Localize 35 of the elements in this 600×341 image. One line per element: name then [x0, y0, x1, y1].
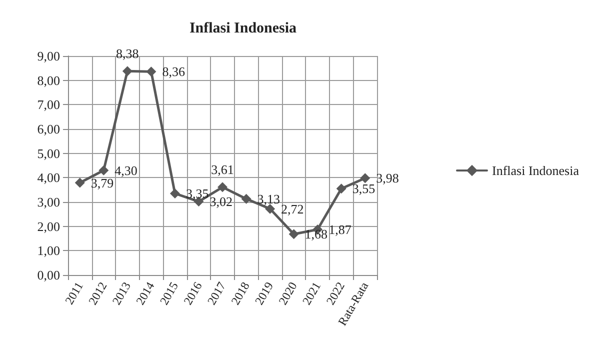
point: [74, 178, 85, 188]
chart-title: Inflasi Indonesia: [189, 20, 298, 36]
y-tick-label: 1,00: [37, 243, 60, 258]
data-label: 3,79: [90, 175, 114, 190]
y-tick-label: 2,00: [37, 218, 60, 234]
point: [336, 184, 346, 194]
y-tick-label: 9,00: [37, 48, 60, 64]
y-tick-label: 5,00: [37, 146, 60, 161]
y-tick-label: 3,00: [37, 194, 60, 210]
data-label: 3,98: [376, 170, 399, 186]
point: [218, 182, 228, 192]
point: [122, 66, 132, 76]
point: [288, 229, 299, 240]
y-tick-label: 0,00: [37, 268, 60, 282]
data-label: 2,72: [281, 201, 304, 216]
y-tick-label: 8,00: [37, 72, 60, 88]
point: [146, 66, 156, 77]
legend-label: Inflasi Indonesia: [492, 163, 580, 178]
data-label: 3,02: [210, 194, 232, 210]
data-label: 3,55: [352, 181, 376, 196]
data-label: 3,13: [257, 191, 280, 206]
y-tick-label: 4,00: [37, 170, 60, 186]
point: [98, 165, 109, 176]
y-tick-label: 7,00: [37, 97, 60, 112]
data-label: 4,30: [114, 162, 138, 178]
data-label: 1,68: [304, 226, 328, 242]
data-label: 3,61: [211, 162, 234, 178]
point: [170, 188, 180, 198]
data-label: 3,35: [186, 186, 209, 201]
data-label: 8,38: [116, 46, 139, 62]
point: [360, 173, 370, 184]
point: [241, 194, 252, 204]
y-tick-label: 6,00: [37, 122, 60, 136]
data-label: 8,36: [162, 64, 186, 80]
data-label: 1,87: [328, 222, 352, 237]
